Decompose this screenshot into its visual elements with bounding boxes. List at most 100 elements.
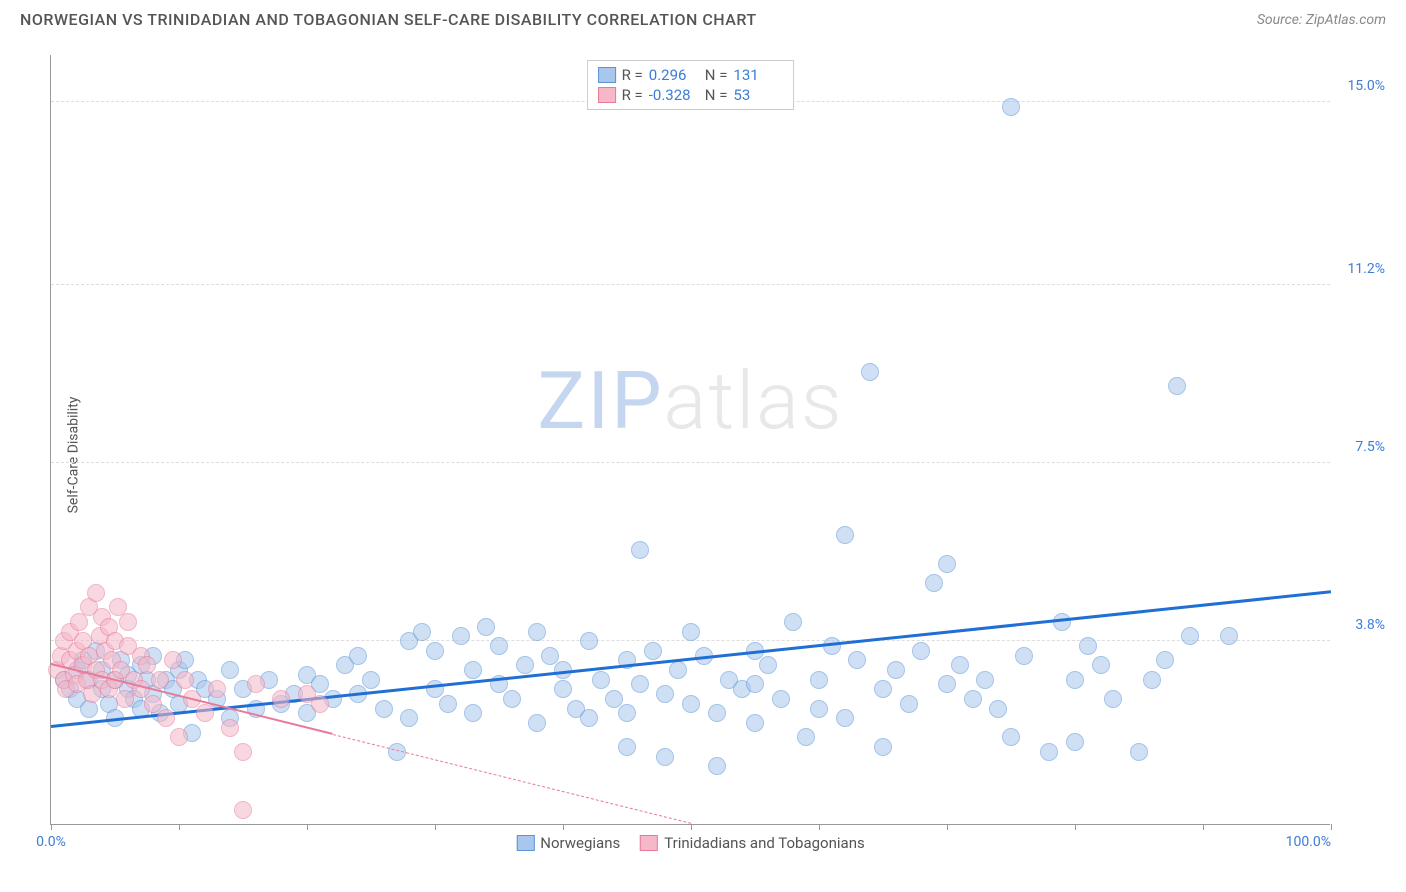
x-tick <box>563 824 564 830</box>
data-point <box>413 623 431 641</box>
data-point <box>874 680 892 698</box>
data-point <box>580 709 598 727</box>
data-point <box>631 675 649 693</box>
data-point <box>925 574 943 592</box>
series-legend: NorwegiansTrinidadians and Tobagonians <box>516 834 864 852</box>
data-point <box>176 671 194 689</box>
data-point <box>221 719 239 737</box>
legend-label: Trinidadians and Tobagonians <box>664 834 864 852</box>
gridline <box>51 284 1330 285</box>
data-point <box>669 661 687 679</box>
stat-r-value: 0.296 <box>649 66 699 84</box>
x-tick <box>691 824 692 830</box>
x-tick <box>819 824 820 830</box>
legend-swatch <box>598 87 616 103</box>
data-point <box>644 642 662 660</box>
data-point <box>400 709 418 727</box>
source-label: Source: ZipAtlas.com <box>1257 12 1386 28</box>
data-point <box>836 526 854 544</box>
data-point <box>708 704 726 722</box>
data-point <box>1015 647 1033 665</box>
data-point <box>618 704 636 722</box>
legend-swatch <box>598 67 616 83</box>
header: NORWEGIAN VS TRINIDADIAN AND TOBAGONIAN … <box>0 0 1406 34</box>
data-point <box>836 709 854 727</box>
x-tick-label: 0.0% <box>36 834 66 850</box>
watermark: ZIPatlas <box>537 354 843 448</box>
data-point <box>528 623 546 641</box>
x-tick <box>51 824 52 830</box>
data-point <box>618 738 636 756</box>
correlation-legend: R =0.296N =131R =-0.328N =53 <box>587 60 795 110</box>
data-point <box>656 685 674 703</box>
data-point <box>490 637 508 655</box>
x-tick <box>947 824 948 830</box>
data-point <box>989 700 1007 718</box>
data-point <box>951 656 969 674</box>
data-point <box>1092 656 1110 674</box>
data-point <box>1066 733 1084 751</box>
data-point <box>861 363 879 381</box>
data-point <box>682 623 700 641</box>
stat-n-value: 131 <box>733 66 783 84</box>
data-point <box>119 613 137 631</box>
data-point <box>810 700 828 718</box>
data-point <box>592 671 610 689</box>
data-point <box>138 656 156 674</box>
x-tick <box>435 824 436 830</box>
data-point <box>887 661 905 679</box>
x-tick <box>179 824 180 830</box>
trend-line <box>332 734 691 824</box>
data-point <box>349 647 367 665</box>
data-point <box>759 656 777 674</box>
data-point <box>157 709 175 727</box>
stat-n-label: N = <box>705 86 728 104</box>
stat-row: R =-0.328N =53 <box>598 85 784 105</box>
data-point <box>221 661 239 679</box>
stat-r-value: -0.328 <box>649 86 699 104</box>
data-point <box>1130 743 1148 761</box>
data-point <box>87 584 105 602</box>
x-tick <box>1331 824 1332 830</box>
stat-n-label: N = <box>705 66 728 84</box>
data-point <box>375 700 393 718</box>
x-tick <box>307 824 308 830</box>
data-point <box>784 613 802 631</box>
data-point <box>272 690 290 708</box>
data-point <box>1002 98 1020 116</box>
data-point <box>541 647 559 665</box>
data-point <box>1002 728 1020 746</box>
data-point <box>1156 651 1174 669</box>
data-point <box>208 680 226 698</box>
data-point <box>746 675 764 693</box>
data-point <box>439 695 457 713</box>
x-tick <box>1075 824 1076 830</box>
data-point <box>452 627 470 645</box>
legend-item: Trinidadians and Tobagonians <box>640 834 864 852</box>
data-point <box>1104 690 1122 708</box>
data-point <box>477 618 495 636</box>
data-point <box>464 661 482 679</box>
data-point <box>1040 743 1058 761</box>
data-point <box>810 671 828 689</box>
data-point <box>170 728 188 746</box>
data-point <box>196 704 214 722</box>
data-point <box>164 651 182 669</box>
data-point <box>772 690 790 708</box>
data-point <box>234 743 252 761</box>
data-point <box>631 541 649 559</box>
y-tick-label: 15.0% <box>1347 78 1385 94</box>
chart-container: Self-Care Disability ZIPatlas R =0.296N … <box>50 55 1390 855</box>
data-point <box>976 671 994 689</box>
data-point <box>1143 671 1161 689</box>
stat-r-label: R = <box>622 66 643 84</box>
data-point <box>144 695 162 713</box>
data-point <box>900 695 918 713</box>
gridline <box>51 462 1330 463</box>
data-point <box>516 656 534 674</box>
data-point <box>1181 627 1199 645</box>
data-point <box>580 632 598 650</box>
data-point <box>503 690 521 708</box>
stat-r-label: R = <box>622 86 643 104</box>
data-point <box>426 642 444 660</box>
